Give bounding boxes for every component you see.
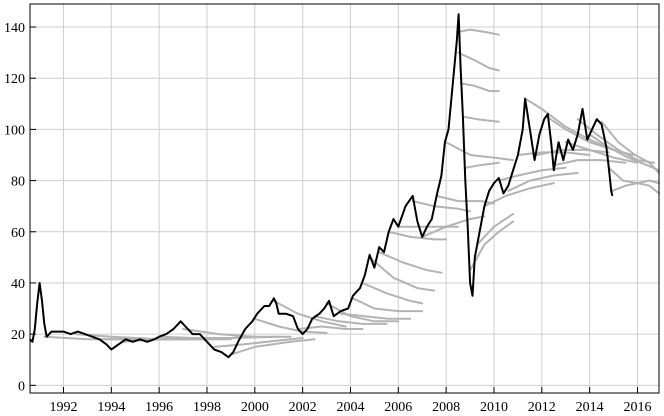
y-tick-label: 120 <box>4 72 25 87</box>
y-tick-label: 60 <box>11 226 25 241</box>
futures-curve <box>588 133 660 172</box>
x-tick-label: 2000 <box>241 400 269 415</box>
futures-curve <box>387 230 448 241</box>
futures-curve <box>507 171 579 192</box>
futures-curve <box>483 182 555 208</box>
futures-curve <box>339 312 412 320</box>
futures-curve <box>564 141 639 164</box>
y-tick-label: 0 <box>18 379 25 394</box>
axis-ticks <box>30 26 638 393</box>
y-tick-label: 20 <box>11 328 25 343</box>
x-axis-tick-labels: 1992 1994 1996 1998 2000 2002 2004 2006 2008 2010… <box>49 400 651 415</box>
plot-frame <box>29 3 660 394</box>
futures-curve <box>600 120 660 174</box>
grid-lines <box>30 4 659 393</box>
x-tick-label: 2002 <box>289 400 317 415</box>
y-tick-label: 140 <box>4 21 25 36</box>
futures-curve <box>378 251 443 274</box>
x-tick-label: 1998 <box>193 400 221 415</box>
futures-curve <box>213 337 304 348</box>
futures-curve <box>455 28 500 36</box>
x-tick-label: 2006 <box>384 400 412 415</box>
y-tick-label: 100 <box>4 123 25 138</box>
futures-curve <box>313 315 388 325</box>
futures-curve <box>516 151 591 156</box>
futures-curve <box>524 97 615 151</box>
futures-curve <box>411 200 472 213</box>
x-tick-label: 2008 <box>432 400 460 415</box>
x-tick-label: 1996 <box>145 400 173 415</box>
futures-curve <box>368 256 436 292</box>
futures-curve <box>445 141 515 162</box>
futures-curve <box>497 166 567 182</box>
futures-curve <box>469 220 515 272</box>
x-tick-label: 2004 <box>336 400 364 415</box>
futures-curve <box>461 115 500 123</box>
x-tick-label: 2010 <box>480 400 508 415</box>
futures-curve <box>459 82 500 92</box>
futures-curve <box>325 302 400 323</box>
spot-price-line <box>29 13 614 359</box>
y-tick-label: 40 <box>11 277 25 292</box>
futures-curve <box>361 282 424 305</box>
futures-curve <box>576 118 656 164</box>
futures-curve <box>182 328 292 338</box>
y-axis-tick-labels: 0 20 40 60 80 100 120 140 <box>4 21 25 394</box>
futures-curve <box>552 159 627 167</box>
futures-curve <box>229 338 316 356</box>
futures-curve <box>611 179 660 192</box>
x-tick-label: 1994 <box>97 400 125 415</box>
x-tick-label: 1992 <box>49 400 77 415</box>
futures-curve <box>272 299 347 328</box>
futures-curve <box>253 317 328 334</box>
futures-curve <box>296 325 364 330</box>
futures-curve <box>457 51 500 72</box>
futures-curve <box>476 212 515 246</box>
futures-curves <box>43 28 660 356</box>
futures-curve <box>435 194 495 205</box>
x-tick-label: 2014 <box>576 400 604 415</box>
futures-curve <box>421 215 486 238</box>
spot-price-series <box>29 13 614 359</box>
y-tick-label: 80 <box>11 175 25 190</box>
futures-curve <box>351 297 424 313</box>
futures-curve <box>464 161 500 169</box>
x-tick-label: 2012 <box>528 400 556 415</box>
x-tick-label: 2016 <box>623 400 651 415</box>
